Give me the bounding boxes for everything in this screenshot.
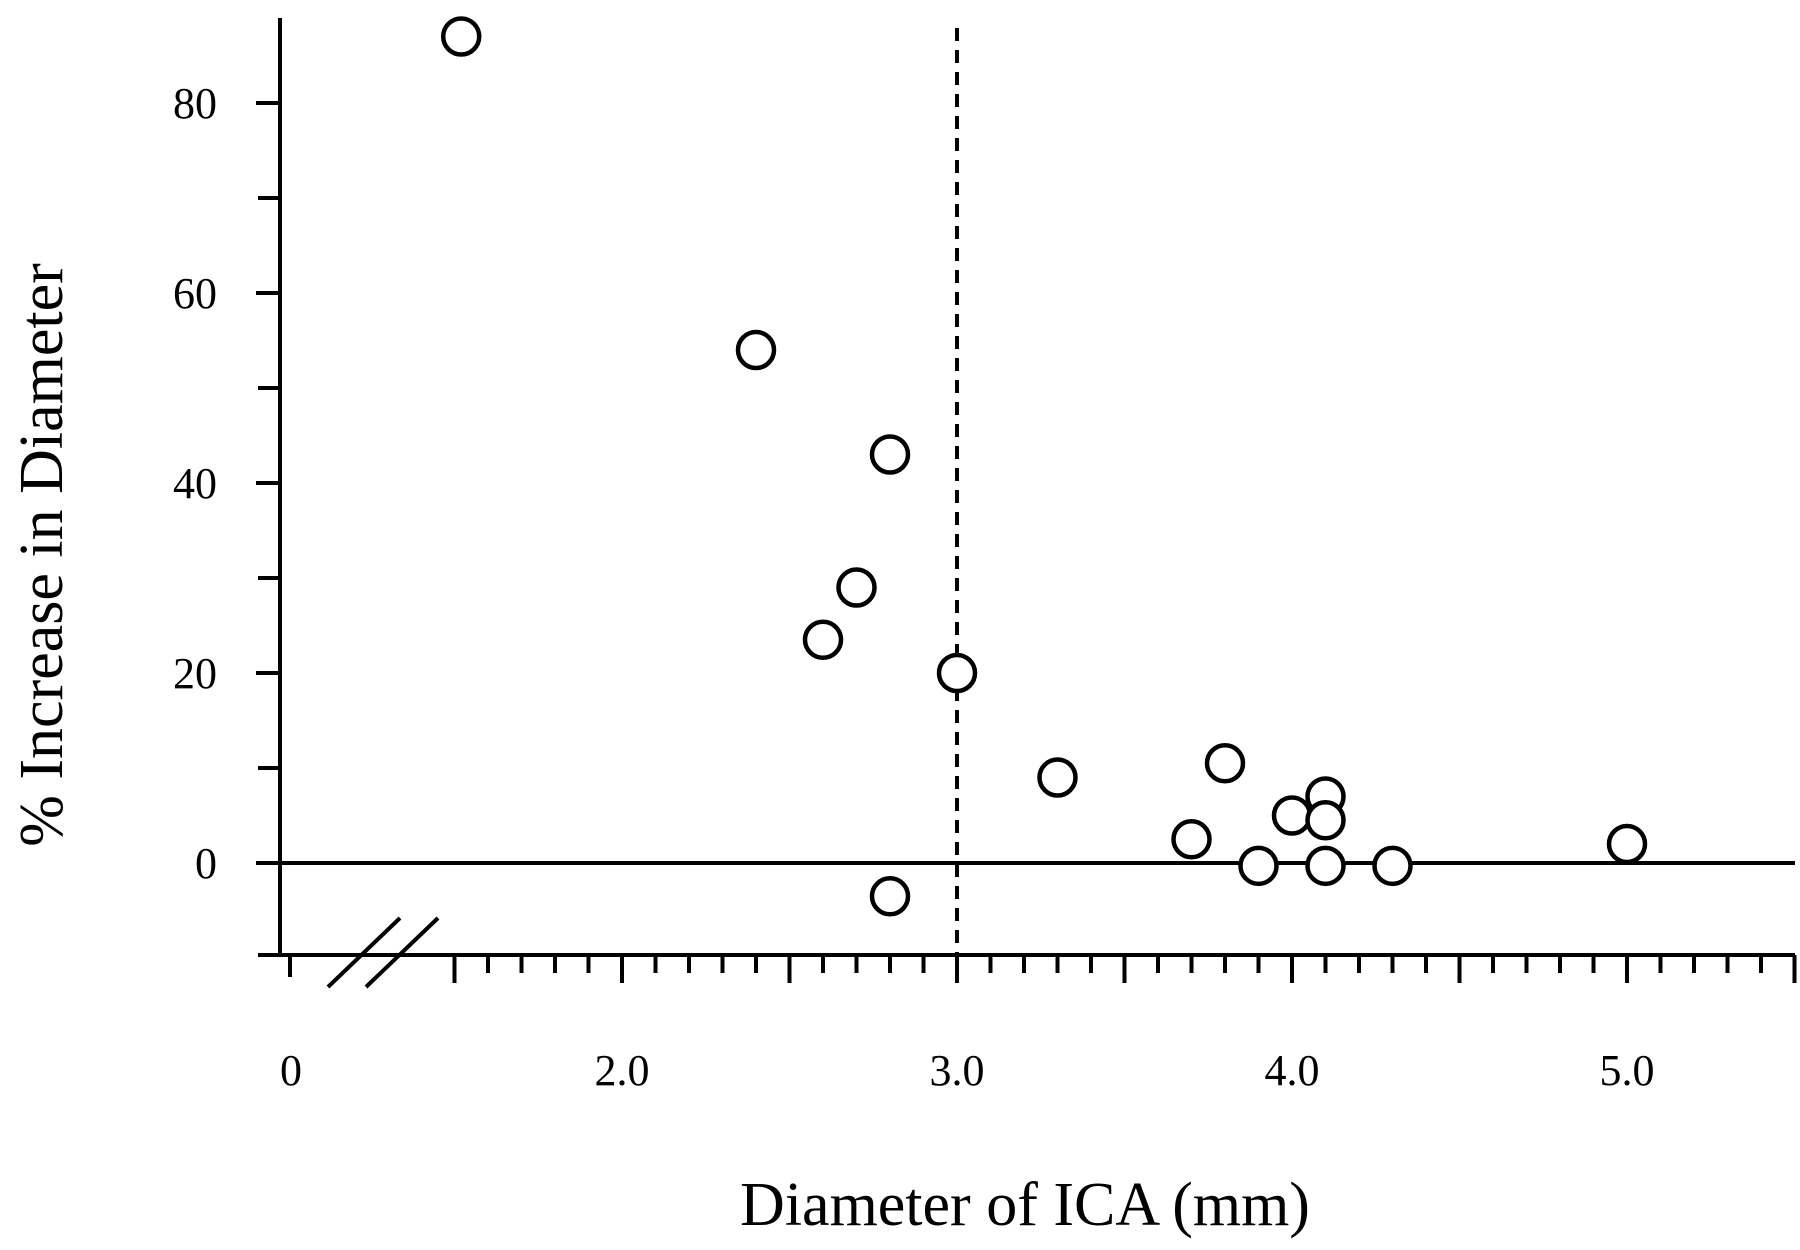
tick-labels: 0 20 40 60 80 0 2.0 3.0 4.0 5.0 — [173, 79, 1655, 1095]
data-point — [1305, 800, 1346, 841]
axis-break-mark — [326, 916, 402, 989]
x-axis-title: Diameter of ICA (mm) — [740, 1171, 1310, 1239]
x-tick-label: 4.0 — [1265, 1046, 1320, 1095]
x-tick-label: 2.0 — [595, 1046, 650, 1095]
data-point — [1171, 819, 1212, 860]
data-point — [1238, 845, 1279, 887]
x-tick-label: 0 — [280, 1046, 302, 1095]
data-point — [1372, 845, 1413, 887]
y-tick-label: 80 — [173, 79, 217, 128]
data-point — [1606, 823, 1648, 865]
data-point — [1271, 795, 1313, 836]
data-point — [836, 567, 877, 608]
data-point — [735, 329, 777, 371]
y-tick-label: 60 — [173, 269, 217, 318]
data-point — [869, 434, 911, 475]
y-tick-label: 0 — [195, 839, 217, 888]
axes — [256, 18, 1797, 989]
data-point — [1305, 845, 1346, 887]
x-tick-label: 5.0 — [1600, 1046, 1655, 1095]
axis-break-mark — [364, 916, 440, 989]
y-axis-title: % Increase in Diameter — [8, 263, 76, 847]
data-points — [440, 16, 1648, 917]
data-point — [1037, 757, 1078, 798]
reference-lines — [280, 28, 1795, 955]
y-tick-label: 20 — [173, 649, 217, 698]
data-point — [440, 16, 482, 57]
data-point — [936, 652, 978, 694]
y-tick-label: 40 — [173, 459, 217, 508]
data-point — [802, 619, 844, 660]
x-tick-label: 3.0 — [930, 1046, 985, 1095]
data-point — [869, 876, 911, 917]
data-point — [1204, 743, 1246, 784]
